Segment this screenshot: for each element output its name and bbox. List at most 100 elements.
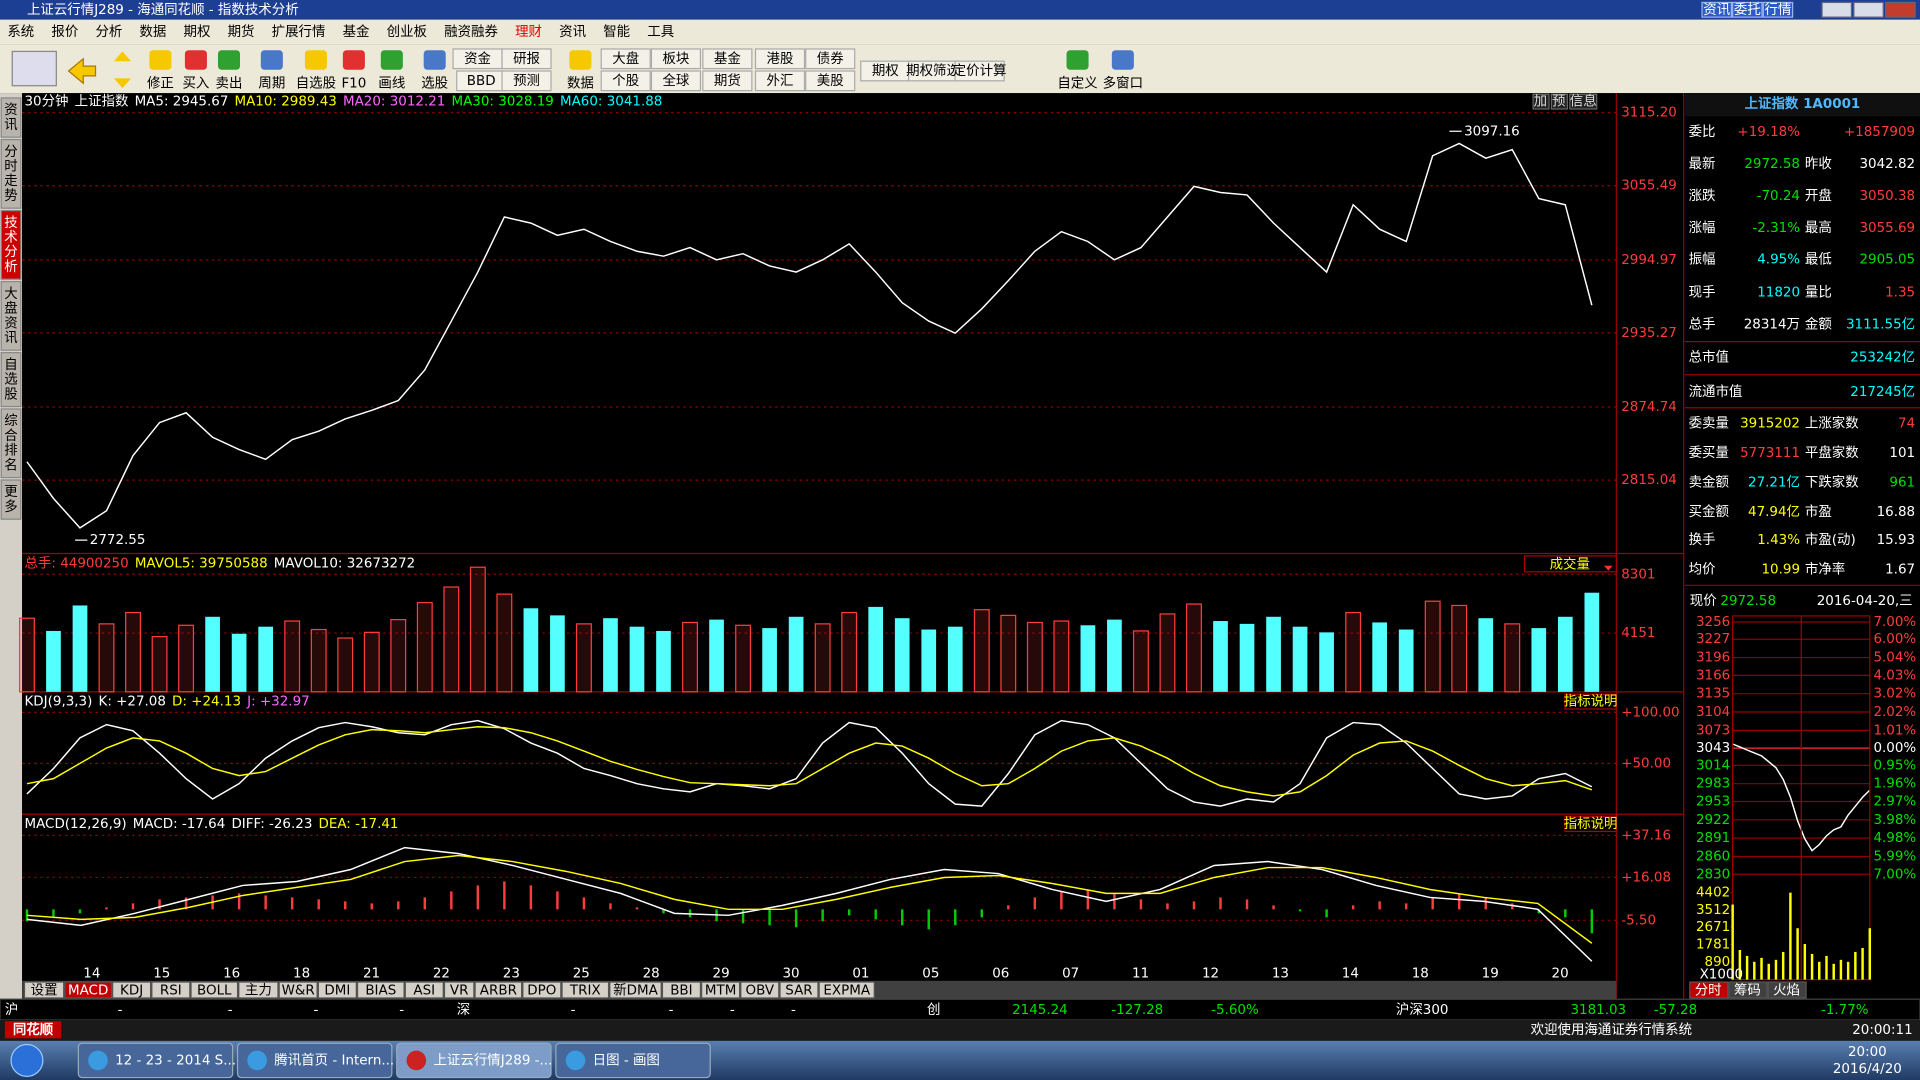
menu-item[interactable]: 系统	[7, 24, 34, 40]
toolbar-label[interactable]: 个股	[612, 73, 639, 89]
toolbar-label[interactable]: 卖出	[216, 75, 243, 91]
indicator-tab-label[interactable]: DPO	[527, 984, 556, 999]
mini-tab-label[interactable]: 分时	[1695, 983, 1722, 999]
indicator-tab-label[interactable]: OBV	[745, 984, 774, 999]
toolbar-label[interactable]: 期货	[714, 72, 741, 89]
toolbar-label[interactable]: 大盘	[612, 50, 639, 67]
menu-item[interactable]: 融资融券	[444, 24, 498, 40]
indicator-tab-label[interactable]: TRIX	[569, 984, 601, 999]
toolbar-icon	[217, 50, 240, 70]
toolbar-label[interactable]: 板块	[662, 51, 689, 67]
toolbar-label[interactable]: 债券	[817, 51, 844, 67]
toolbar-label[interactable]: 期权	[872, 62, 899, 79]
indicator-tab-label[interactable]: RSI	[160, 984, 182, 999]
indicator-tab-label[interactable]: EXPMA	[823, 984, 870, 999]
menu-item[interactable]: 创业板	[387, 24, 427, 40]
indicator-tab-label[interactable]: ARBR	[480, 984, 517, 999]
start-button[interactable]	[10, 1043, 44, 1077]
menu-item[interactable]: 工具	[647, 25, 674, 40]
indicator-tab-label[interactable]: VR	[450, 984, 469, 999]
taskbar-item-label[interactable]: 12 - 23 - 2014 S...	[115, 1053, 236, 1068]
toolbar-label[interactable]: 预测	[513, 73, 540, 89]
menu-item[interactable]: 期权	[184, 23, 211, 40]
toolbar-label[interactable]: 自定义	[1057, 75, 1097, 91]
volume-bar	[1789, 892, 1792, 980]
volume-bar	[1818, 961, 1821, 980]
indicator-tab-label[interactable]: 设置	[31, 983, 58, 999]
sidebar-char: 讯	[4, 117, 18, 133]
indicator-tab-label[interactable]: BOLL	[197, 984, 232, 999]
indicator-tab-label[interactable]: 新DMA	[613, 983, 658, 999]
indicator-tab-label[interactable]: BIAS	[365, 984, 396, 999]
indicator-tab	[151, 981, 191, 999]
toolbar-label[interactable]: 周期	[258, 75, 285, 91]
sidebar-label[interactable]: 更多	[0, 491, 24, 508]
chart-button-label[interactable]: 加	[1534, 94, 1547, 110]
toolbar-label[interactable]: 资金	[464, 51, 491, 67]
toolbar-label[interactable]: 多窗口	[1103, 74, 1143, 91]
menu-item[interactable]: 期货	[228, 23, 255, 40]
menu-item[interactable]: 报价	[51, 24, 78, 40]
indicator-tab-label[interactable]: SAR	[785, 984, 812, 999]
status-value: -	[669, 1003, 674, 1018]
indicator-tab-label[interactable]: 主力	[245, 983, 272, 999]
selector-label[interactable]: 成交量	[1550, 555, 1590, 572]
title-button-label[interactable]: 行情	[1765, 2, 1792, 18]
taskbar-item-label[interactable]: 腾讯首页 - Intern...	[274, 1051, 394, 1068]
menu-item[interactable]: 基金	[343, 23, 370, 40]
indicator-tab-label[interactable]: W&R	[282, 984, 315, 999]
taskbar-item-label[interactable]: 日图 - 画图	[593, 1053, 660, 1068]
chart-button-label[interactable]: 信息	[1570, 93, 1597, 110]
y-tick-label: 2994.97	[1621, 253, 1677, 268]
menu-item[interactable]: 资讯	[559, 24, 586, 40]
indicator-tab-label[interactable]: ASI	[413, 984, 435, 999]
mini-tab-label[interactable]: 火焰	[1773, 983, 1800, 999]
help-button	[1564, 816, 1617, 833]
chart-button-label[interactable]: 预	[1552, 94, 1565, 110]
toolbar-label[interactable]: F10	[341, 76, 366, 91]
toolbar-label[interactable]: 自选股	[296, 75, 336, 91]
toolbar-label[interactable]: BBD	[467, 74, 496, 89]
menu-item[interactable]: 理财	[515, 24, 542, 40]
mini-tab-label[interactable]: 筹码	[1734, 982, 1761, 999]
date-label: 28	[643, 966, 660, 981]
sidebar-label[interactable]: 技术分析	[0, 237, 38, 253]
toolbar-label[interactable]: 选股	[421, 75, 448, 91]
menu-item[interactable]: 智能	[603, 24, 630, 40]
toolbar-label[interactable]: 画线	[378, 75, 405, 91]
indicator-tab-label[interactable]: DMI	[324, 984, 350, 999]
toolbar-label[interactable]: 买入	[182, 75, 209, 91]
sidebar-label[interactable]: 资讯	[0, 110, 25, 126]
sidebar-char: 分	[4, 144, 17, 160]
menu-item[interactable]: 扩展行情	[272, 24, 326, 40]
toolbar-label[interactable]: 美股	[817, 73, 844, 89]
help-button-label[interactable]: 指标说明	[1564, 694, 1618, 710]
indicator-tab-label[interactable]: MTM	[705, 984, 736, 999]
indicator-tab-label[interactable]: MACD	[68, 984, 108, 999]
title-button-label[interactable]: 资讯	[1703, 2, 1730, 18]
indicator-tab-label[interactable]: KDJ	[120, 984, 143, 999]
toolbar-label[interactable]: 全球	[662, 72, 689, 89]
toolbar-label[interactable]: 修正	[147, 75, 174, 91]
date-label: 22	[433, 966, 450, 981]
toolbar-label[interactable]: 港股	[767, 51, 794, 67]
toolbar-label[interactable]: 定价计算	[953, 63, 1007, 79]
taskbar-item-label[interactable]: 上证云行情J289 -...	[433, 1052, 552, 1068]
toolbar-label[interactable]: 基金	[714, 50, 741, 67]
toolbar-label[interactable]: 研报	[513, 51, 540, 67]
title-button-label[interactable]: 委托	[1734, 2, 1761, 18]
indicator-tab-label[interactable]: BBI	[670, 984, 692, 999]
y-tick-label: -5.50	[1621, 913, 1656, 928]
menu-item[interactable]: 数据	[139, 24, 166, 40]
toolbar-label[interactable]: 数据	[567, 75, 594, 91]
volume-bar	[523, 608, 539, 692]
y-tick-label: 3135	[1696, 687, 1730, 702]
toolbar-label[interactable]: 外汇	[767, 73, 794, 89]
help-button-label[interactable]: 指标说明	[1564, 816, 1618, 832]
toolbar-label[interactable]: 期权筛选	[906, 62, 960, 79]
sidebar-label[interactable]: 自选股	[0, 372, 31, 388]
menu-item[interactable]: 分析	[95, 24, 122, 40]
